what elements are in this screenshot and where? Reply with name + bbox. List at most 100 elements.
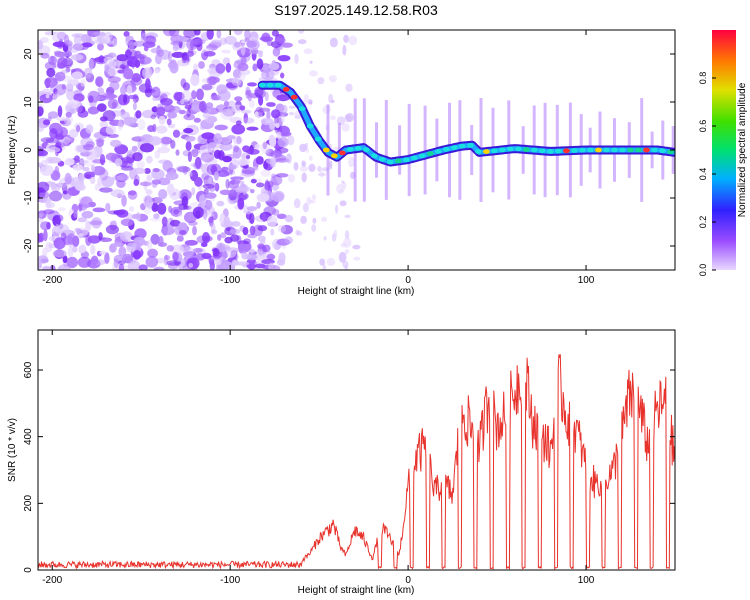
noise-blob xyxy=(248,99,255,108)
noise-blob xyxy=(105,152,118,161)
noise-blob xyxy=(45,201,55,209)
y-tick-label: -10 xyxy=(23,190,34,205)
noise-blob xyxy=(90,177,96,184)
noise-streak xyxy=(423,105,427,195)
noise-blob xyxy=(239,105,246,111)
noise-blob xyxy=(178,109,186,115)
x-tick-label: -100 xyxy=(220,575,240,586)
noise-blob xyxy=(224,236,233,244)
noise-blob xyxy=(39,197,52,204)
noise-blob xyxy=(263,161,269,170)
snr-panel: -200 -100 0 100 0 200 400 600 Height of straig… xyxy=(7,329,676,596)
noise-blob xyxy=(204,212,215,218)
noise-blob xyxy=(145,78,151,90)
noise-blob xyxy=(171,51,185,59)
noise-blob xyxy=(236,158,251,166)
noise-blob xyxy=(112,38,118,47)
noise-blob xyxy=(196,235,209,244)
noise-blob xyxy=(38,255,49,264)
noise-blob xyxy=(329,37,338,48)
colorbar-tick-label: 0.8 xyxy=(698,72,708,85)
noise-blob xyxy=(97,87,104,92)
noise-blob xyxy=(88,95,94,103)
noise-blob xyxy=(131,213,141,220)
noise-blob xyxy=(239,69,246,82)
noise-blob xyxy=(56,31,67,41)
noise-blob xyxy=(352,244,361,250)
noise-blob xyxy=(190,74,200,86)
noise-blob xyxy=(191,148,199,158)
noise-blob xyxy=(109,80,120,91)
noise-blob xyxy=(146,239,153,250)
noise-blob xyxy=(66,89,75,101)
noise-blob xyxy=(256,182,265,188)
noise-blob xyxy=(229,228,241,235)
trace-blob xyxy=(290,94,298,100)
noise-blob xyxy=(264,181,271,191)
noise-blob xyxy=(343,34,349,43)
noise-blob xyxy=(166,260,180,266)
noise-blob xyxy=(286,153,292,164)
noise-blob xyxy=(138,56,152,65)
noise-blob xyxy=(280,72,285,79)
noise-blob xyxy=(112,175,124,181)
trace-blob xyxy=(402,157,410,163)
noise-blob xyxy=(65,111,72,118)
noise-blob xyxy=(119,156,133,164)
noise-blob xyxy=(284,214,294,223)
noise-blob xyxy=(339,200,347,207)
x-tick-label: 0 xyxy=(405,275,411,286)
noise-blob xyxy=(244,30,251,40)
noise-blob xyxy=(41,266,53,270)
y-tick-label: 0 xyxy=(23,147,34,153)
noise-blob xyxy=(39,191,50,199)
noise-blob xyxy=(80,78,86,87)
noise-blob xyxy=(64,34,70,47)
noise-blob xyxy=(186,108,191,118)
noise-blob xyxy=(127,190,138,200)
noise-blob xyxy=(186,50,194,57)
noise-blob xyxy=(220,232,227,239)
trace-blob xyxy=(475,149,482,154)
noise-blob xyxy=(204,199,213,211)
noise-blob xyxy=(344,230,350,240)
noise-blob xyxy=(119,161,133,169)
noise-blob xyxy=(38,233,43,243)
noise-blob xyxy=(40,159,48,168)
noise-blob xyxy=(66,256,78,269)
noise-blob xyxy=(126,242,137,252)
noise-blob xyxy=(188,263,194,268)
y-tick-label: 200 xyxy=(23,495,34,512)
noise-blob xyxy=(256,193,270,202)
noise-blob xyxy=(144,168,151,174)
noise-blob xyxy=(152,168,160,173)
noise-blob xyxy=(245,155,251,159)
noise-blob xyxy=(228,164,237,171)
trace-blob xyxy=(587,147,594,153)
noise-blob xyxy=(184,104,192,110)
noise-blob xyxy=(104,64,110,73)
noise-blob xyxy=(269,156,276,168)
noise-blob xyxy=(57,207,66,212)
noise-blob xyxy=(182,246,194,258)
noise-blob xyxy=(38,123,45,132)
noise-blob xyxy=(252,63,258,72)
trace-blob xyxy=(603,147,610,153)
noise-blob xyxy=(329,160,333,170)
noise-blob xyxy=(309,60,313,64)
noise-blob xyxy=(221,250,229,259)
noise-blob xyxy=(299,165,309,172)
noise-blob xyxy=(306,197,312,205)
noise-blob xyxy=(326,257,336,266)
x-tick-label: 100 xyxy=(578,275,595,286)
noise-blob xyxy=(254,111,259,118)
trace-blob xyxy=(410,155,418,161)
noise-blob xyxy=(105,224,119,235)
noise-blob xyxy=(287,135,295,146)
noise-blob xyxy=(254,263,266,269)
noise-streak xyxy=(407,103,411,197)
noise-blob xyxy=(163,104,176,113)
noise-blob xyxy=(213,171,219,181)
noise-blob xyxy=(84,174,92,179)
noise-blob xyxy=(134,174,140,186)
